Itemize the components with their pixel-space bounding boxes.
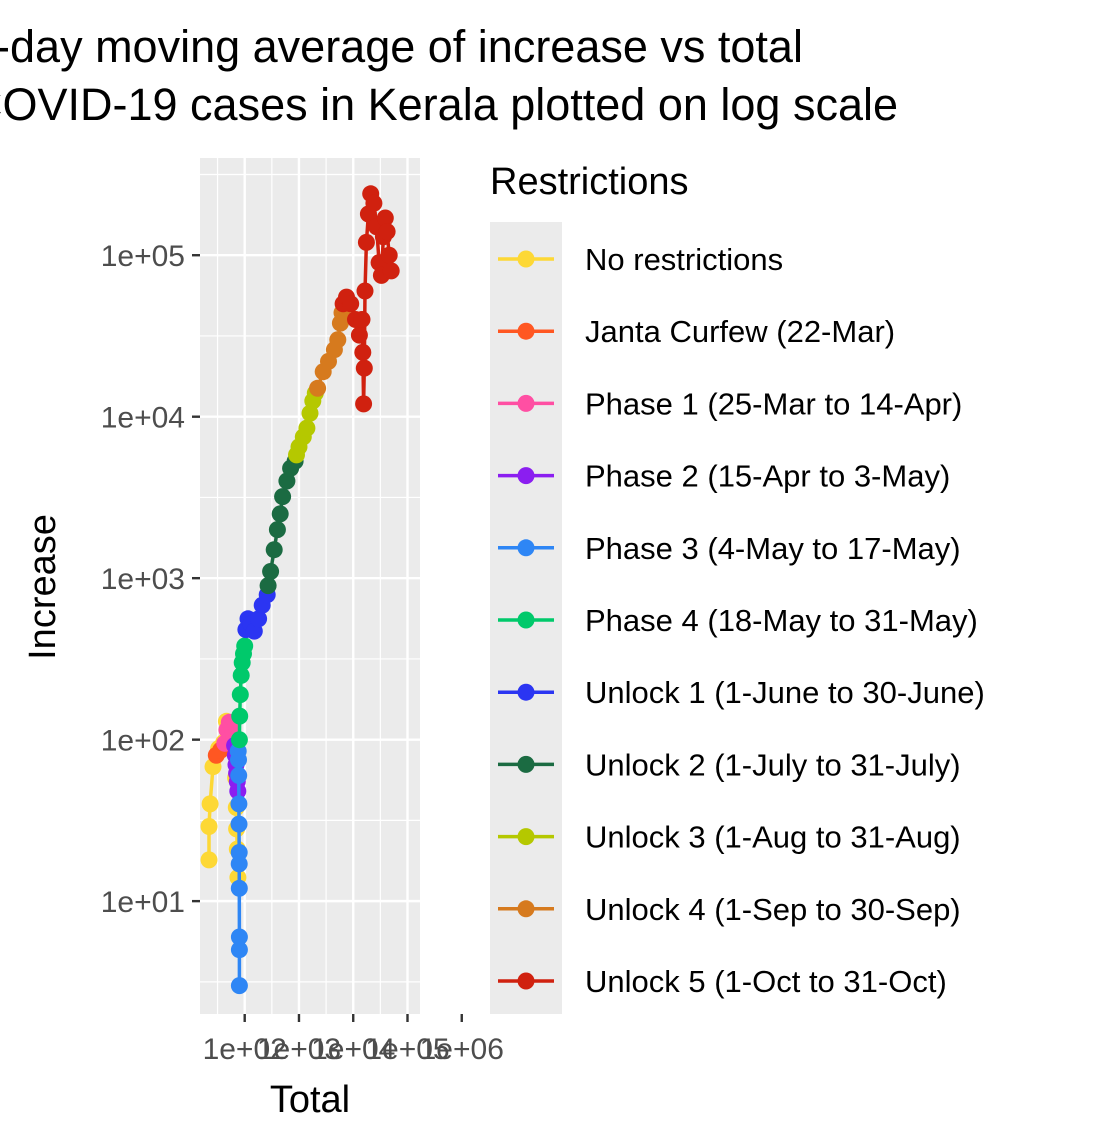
y-tick-label: 1e+03 — [101, 563, 185, 596]
legend-key-point — [517, 467, 535, 485]
data-point — [329, 331, 347, 349]
data-point — [230, 731, 248, 749]
series-5 — [230, 637, 254, 749]
legend-label: Unlock 1 (1-June to 30-June) — [585, 675, 985, 710]
data-point — [380, 246, 398, 264]
data-point — [259, 577, 277, 595]
data-point — [250, 610, 268, 628]
data-point — [355, 395, 373, 413]
legend-label: Phase 1 (25-Mar to 14-Apr) — [585, 386, 962, 421]
legend-label: Unlock 2 (1-July to 31-July) — [585, 747, 961, 782]
legend-key-point — [517, 828, 535, 846]
data-point — [365, 194, 383, 212]
legend-label: Janta Curfew (22-Mar) — [585, 314, 895, 349]
plot-panel — [200, 158, 420, 1014]
y-tick-label: 1e+01 — [101, 886, 185, 919]
data-point — [342, 295, 360, 313]
legend-label: No restrictions — [585, 242, 783, 277]
chart-title-line-1: 7-day moving average of increase vs tota… — [0, 21, 803, 72]
data-point — [356, 282, 374, 300]
data-point — [274, 488, 292, 506]
data-point — [265, 541, 283, 559]
data-point — [309, 379, 327, 397]
data-point — [354, 343, 372, 361]
data-point — [230, 795, 248, 813]
data-point — [230, 855, 248, 873]
x-tick-label: 1e+05 — [365, 1033, 449, 1066]
data-point — [298, 419, 316, 437]
legend-key-point — [517, 611, 535, 629]
legend-key-point — [517, 394, 535, 412]
data-point — [231, 686, 249, 704]
data-point — [201, 795, 219, 813]
data-point — [236, 637, 254, 655]
legend-key-point — [517, 755, 535, 773]
legend-key-point — [517, 900, 535, 918]
data-point — [350, 326, 368, 344]
x-tick-label: 1e+02 — [203, 1033, 287, 1066]
legend-key-point — [517, 250, 535, 268]
x-tick-label: 1e+06 — [420, 1033, 504, 1066]
data-point — [382, 262, 400, 280]
legend-label: Phase 4 (18-May to 31-May) — [585, 603, 978, 638]
series-10 — [334, 185, 400, 413]
data-point — [232, 666, 250, 684]
legend-label: Unlock 3 (1-Aug to 31-Aug) — [585, 820, 961, 855]
legend-key-point — [517, 972, 535, 990]
data-point — [230, 928, 248, 946]
series-9 — [309, 304, 351, 397]
data-point — [230, 751, 247, 769]
y-tick-label: 1e+05 — [101, 240, 185, 273]
x-tick-label: 1e+03 — [257, 1033, 341, 1066]
legend-label: Unlock 4 (1-Sep to 30-Sep) — [585, 892, 961, 927]
data-point — [230, 941, 248, 959]
legend: Restrictions No restrictions Janta Curfew… — [490, 161, 985, 1014]
chart-title-line-2: COVID-19 cases in Kerala plotted on log … — [0, 79, 898, 130]
data-point — [230, 767, 248, 784]
data-point — [200, 851, 218, 869]
data-point — [231, 707, 249, 725]
x-axis-title: Total — [270, 1079, 350, 1121]
legend-key-point — [517, 683, 535, 701]
y-tick-label: 1e+02 — [101, 725, 185, 758]
y-tick-label: 1e+04 — [101, 402, 185, 435]
y-axis-title: Increase — [22, 514, 64, 660]
data-point — [378, 223, 396, 241]
legend-label: Unlock 5 (1-Oct to 31-Oct) — [585, 964, 947, 999]
data-point — [278, 472, 296, 490]
data-point — [271, 505, 289, 523]
legend-title: Restrictions — [490, 161, 689, 203]
data-point — [357, 233, 375, 251]
legend-label: Phase 2 (15-Apr to 3-May) — [585, 459, 950, 494]
legend-label: Phase 3 (4-May to 17-May) — [585, 531, 961, 566]
data-point — [262, 563, 280, 580]
data-point — [230, 815, 248, 833]
y-axis-ticks: 1e+01 1e+02 1e+03 1e+04 1e+05 — [101, 240, 200, 919]
data-point — [376, 209, 394, 227]
legend-key-point — [517, 539, 535, 557]
data-point — [355, 359, 373, 377]
x-tick-label: 1e+04 — [311, 1033, 395, 1066]
data-point — [200, 818, 218, 835]
series-6 — [237, 586, 276, 640]
data-point — [230, 977, 248, 995]
legend-key-point — [517, 322, 535, 340]
data-point — [230, 879, 248, 897]
data-point — [268, 521, 286, 539]
data-point — [353, 311, 371, 328]
